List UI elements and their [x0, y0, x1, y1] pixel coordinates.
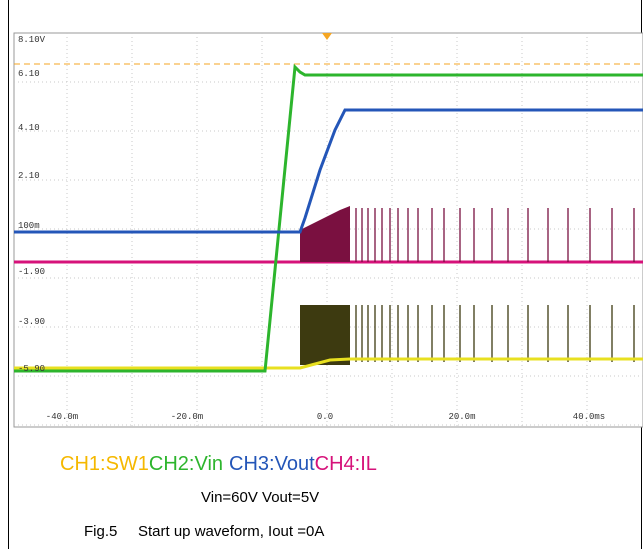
legend-entry: CH2:Vin	[149, 453, 223, 475]
x-label: 0.0	[317, 412, 333, 422]
x-label: -20.0m	[171, 412, 203, 422]
y-label: -5.90	[18, 364, 45, 374]
y-label: 6.10	[18, 69, 40, 79]
page: 8.10V 6.10 4.10 2.10 100m -1.90 -3.90 -5.90 -40…	[0, 0, 643, 549]
caption-label: Fig.5	[84, 523, 117, 540]
y-label: -1.90	[18, 267, 45, 277]
legend-entry: CH3:Vout	[229, 453, 315, 475]
figure: 8.10V 6.10 4.10 2.10 100m -1.90 -3.90 -5.90 -40…	[0, 0, 643, 549]
x-label: 20.0m	[448, 412, 475, 422]
caption-conditions: Vin=60V Vout=5V	[201, 489, 319, 506]
y-label: 8.10V	[18, 35, 46, 45]
scope-screen: 8.10V 6.10 4.10 2.10 100m -1.90 -3.90 -5.90 -40…	[14, 33, 643, 427]
y-label: 4.10	[18, 123, 40, 133]
y-label: -3.90	[18, 317, 45, 327]
legend-entry: CH1:SW1	[60, 453, 149, 475]
x-label: -40.0m	[46, 412, 78, 422]
caption-text: Start up waveform, Iout =0A	[138, 523, 324, 540]
ch1-burst	[300, 305, 350, 365]
x-label: 40.0ms	[573, 412, 605, 422]
y-label: 2.10	[18, 171, 40, 181]
legend: CH1:SW1CH2:Vin CH3:VoutCH4:IL	[60, 453, 377, 475]
y-label: 100m	[18, 221, 40, 231]
legend-entry: CH4:IL	[315, 453, 377, 475]
